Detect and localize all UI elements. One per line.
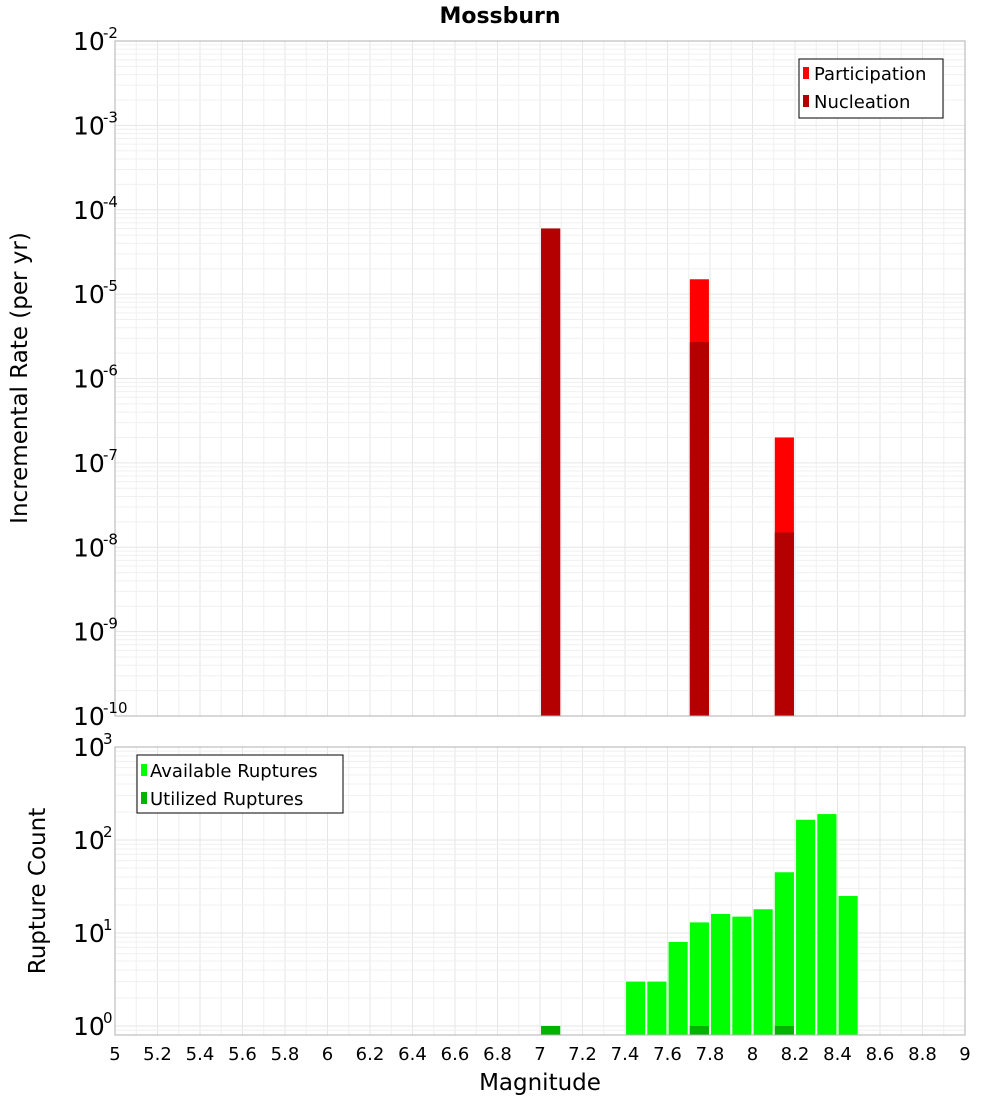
x-tick-label: 9	[959, 1044, 970, 1065]
count-y-tick-label: 10	[73, 826, 105, 855]
legend-swatch-nucleation	[803, 95, 809, 107]
rate-panel-bars	[541, 228, 794, 716]
rate-y-tick-label: 10	[73, 533, 105, 562]
rate-y-tick-exponent: -4	[103, 193, 118, 211]
x-tick-label: 5.2	[143, 1044, 172, 1065]
count-bar-series-1	[689, 1025, 709, 1035]
count-panel-bars	[541, 814, 858, 1035]
count-bar-series-0	[817, 814, 837, 1035]
count-bar-series-1	[541, 1025, 561, 1035]
x-tick-label: 5	[109, 1044, 120, 1065]
count-bar-series-0	[774, 872, 794, 1035]
rate-y-tick-label: 10	[73, 702, 105, 731]
x-tick-label: 7.8	[696, 1044, 725, 1065]
count-bar-series-0	[732, 916, 752, 1035]
x-tick-label: 7.4	[611, 1044, 640, 1065]
count-legend: Available Ruptures Utilized Ruptures	[136, 754, 344, 814]
x-axis-label: Magnitude	[479, 1070, 601, 1096]
count-bar-series-0	[711, 914, 731, 1035]
rate-y-tick-exponent: -8	[103, 530, 118, 548]
count-bar-series-0	[838, 895, 858, 1035]
legend-label-available: Available Ruptures	[150, 761, 318, 782]
x-tick-label: 8.8	[908, 1044, 937, 1065]
x-tick-label: 8.6	[866, 1044, 895, 1065]
legend-label-nucleation: Nucleation	[814, 92, 910, 113]
x-tick-label: 6.8	[483, 1044, 512, 1065]
count-y-tick-label: 10	[73, 1012, 105, 1041]
rate-bar-series-1	[689, 342, 709, 716]
rate-y-tick-exponent: -3	[103, 108, 118, 126]
count-y-tick-label: 10	[73, 919, 105, 948]
legend-swatch-participation	[803, 67, 809, 79]
legend-swatch-utilized	[141, 792, 147, 804]
rate-y-tick-label: 10	[73, 196, 105, 225]
legend-label-participation: Participation	[814, 64, 926, 85]
count-bar-series-0	[668, 942, 688, 1035]
count-legend-box	[136, 754, 344, 814]
rate-panel-grid	[114, 40, 966, 717]
rate-y-tick-label: 10	[73, 111, 105, 140]
legend-label-utilized: Utilized Ruptures	[150, 789, 303, 810]
x-tick-label: 5.6	[228, 1044, 257, 1065]
x-tick-label: 7	[534, 1044, 545, 1065]
count-bar-series-0	[647, 981, 667, 1035]
count-bar-series-0	[796, 819, 816, 1035]
x-tick-label: 5.4	[186, 1044, 215, 1065]
count-bar-series-0	[753, 909, 773, 1035]
legend-swatch-available	[141, 764, 147, 776]
rate-panel-frame	[114, 40, 966, 717]
rate-bar-series-1	[774, 532, 794, 716]
rate-bar-series-1	[541, 228, 561, 716]
rate-y-tick-exponent: -9	[103, 615, 118, 633]
x-tick-label: 6.4	[398, 1044, 427, 1065]
count-panel-frame	[114, 746, 966, 1036]
rate-y-tick-label: 10	[73, 449, 105, 478]
x-tick-label: 7.2	[568, 1044, 597, 1065]
x-tick-label: 8	[747, 1044, 758, 1065]
count-y-tick-exponent: 1	[103, 916, 113, 934]
rate-y-tick-exponent: -5	[103, 277, 118, 295]
count-y-tick-exponent: 3	[103, 730, 113, 748]
rate-legend-box	[798, 58, 944, 119]
count-bar-series-1	[774, 1025, 794, 1035]
count-y-tick-exponent: 0	[103, 1009, 113, 1027]
x-tick-label: 7.6	[653, 1044, 682, 1065]
rate-y-tick-label: 10	[73, 27, 105, 56]
count-panel-x-ticks: 5 5.2 5.4 5.6 5.8 6 6.2 6.4 6.6 6.8 7 7.2 7.4 7.6 7.8 8…	[109, 1044, 970, 1065]
x-tick-label: 5.8	[271, 1044, 300, 1065]
x-tick-label: 8.4	[823, 1044, 852, 1065]
rate-y-tick-label: 10	[73, 365, 105, 394]
count-bar-series-0	[689, 922, 709, 1035]
count-y-tick-exponent: 2	[103, 823, 113, 841]
count-y-tick-label: 10	[73, 733, 105, 762]
rate-legend: Participation Nucleation	[798, 58, 944, 119]
x-tick-label: 6.2	[356, 1044, 385, 1065]
rate-y-axis-label: Incremental Rate (per yr)	[7, 232, 33, 524]
rate-y-tick-label: 10	[73, 280, 105, 309]
count-y-axis-label: Rupture Count	[25, 808, 51, 974]
rate-y-tick-exponent: -2	[103, 24, 118, 42]
chart-title: Mossburn	[439, 4, 560, 29]
rate-y-tick-exponent: -10	[103, 699, 128, 717]
x-tick-label: 8.2	[781, 1044, 810, 1065]
rate-y-tick-exponent: -7	[103, 446, 118, 464]
rate-y-tick-label: 10	[73, 618, 105, 647]
count-bar-series-0	[626, 981, 646, 1035]
x-tick-label: 6	[322, 1044, 333, 1065]
x-tick-label: 6.6	[441, 1044, 470, 1065]
rate-y-tick-exponent: -6	[103, 362, 118, 380]
